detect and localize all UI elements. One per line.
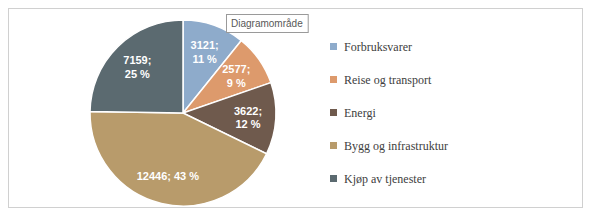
pie-slice	[90, 112, 267, 206]
legend-item: Bygg og infrastruktur	[330, 139, 448, 153]
legend-label: Forbruksvarer	[344, 40, 412, 54]
legend: Forbruksvarer Reise og transport Energi Byg…	[330, 40, 448, 186]
legend-swatch	[330, 76, 337, 83]
data-label: 2577;9 %	[222, 63, 250, 88]
data-label: 3121;11 %	[191, 39, 219, 64]
chart-svg: 3121;11 %2577;9 % 3622;12 % 12446; 43 % 715…	[0, 0, 591, 216]
legend-swatch	[330, 109, 337, 116]
data-label: 12446; 43 %	[137, 170, 200, 182]
legend-label: Energi	[344, 106, 376, 120]
legend-label: Bygg og infrastruktur	[344, 139, 448, 153]
pie	[90, 20, 276, 206]
data-label: 7159;25 %	[123, 54, 151, 79]
legend-swatch	[330, 175, 337, 182]
data-labels: 3121;11 %2577;9 % 3622;12 % 12446; 43 % 715…	[123, 39, 262, 182]
legend-item: Kjøp av tjenester	[330, 172, 426, 186]
tooltip: Diagramområde	[227, 15, 309, 33]
pie-slice	[90, 20, 183, 113]
legend-item: Reise og transport	[330, 73, 432, 87]
chart-frame	[9, 9, 583, 208]
legend-swatch	[330, 142, 337, 149]
legend-swatch	[330, 43, 337, 50]
legend-item: Energi	[330, 106, 376, 120]
legend-label: Reise og transport	[344, 73, 432, 87]
legend-item: Forbruksvarer	[330, 40, 412, 54]
data-label: 3622;12 %	[234, 105, 262, 130]
tooltip-box	[227, 15, 309, 33]
legend-label: Kjøp av tjenester	[344, 172, 426, 186]
tooltip-text: Diagramområde	[231, 18, 303, 29]
